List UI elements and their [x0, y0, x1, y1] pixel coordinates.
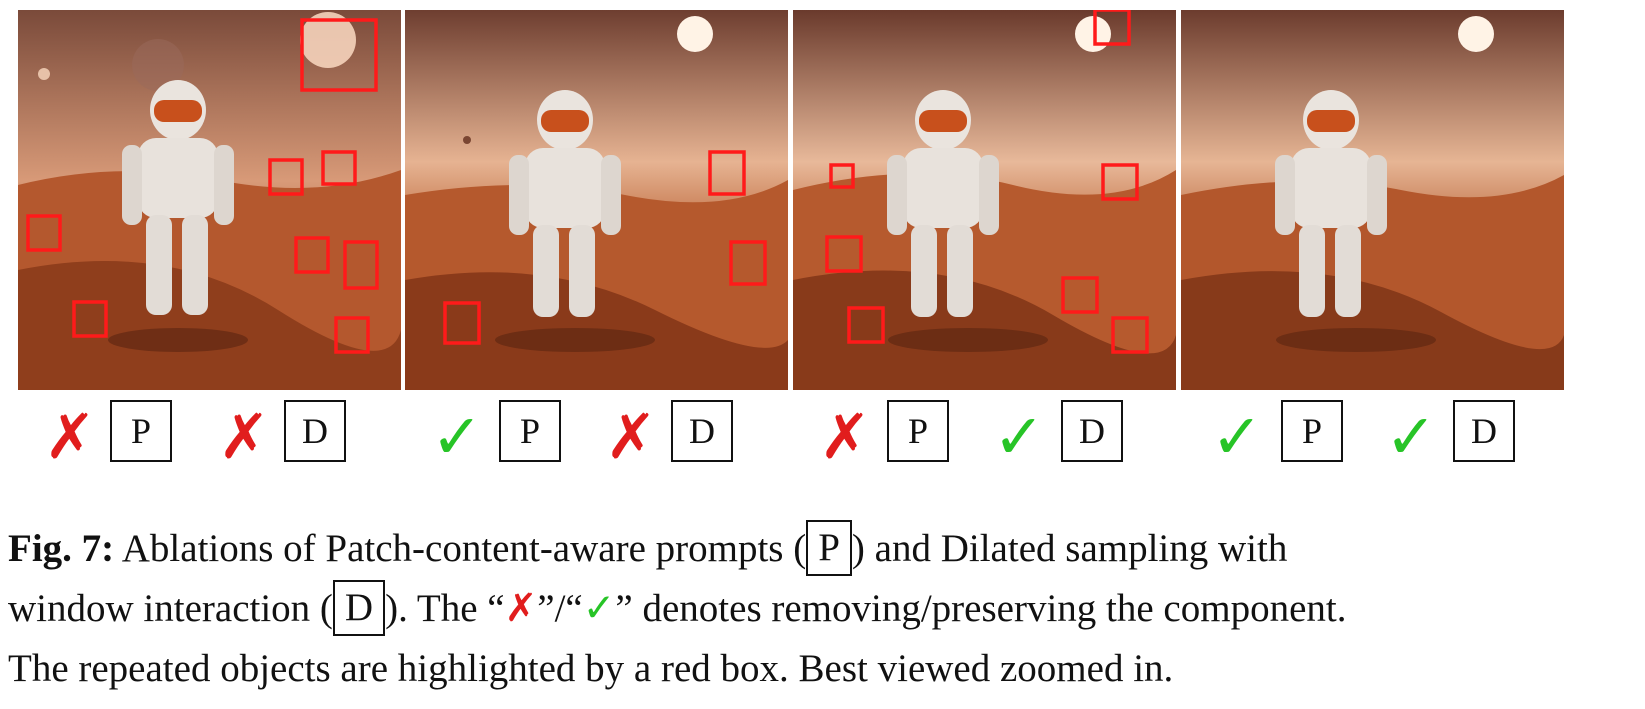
panel-2-ablation-labels: ✓ P ✗ D	[405, 400, 788, 468]
remove-d-mark: ✗	[605, 400, 657, 473]
panel-3-ablation-labels: ✗ P ✓ D	[793, 400, 1176, 468]
caption-line-3: The repeated objects are highlighted by …	[8, 647, 1174, 691]
astronaut-figure	[887, 90, 1048, 352]
remove-p-mark: ✗	[44, 400, 96, 473]
panel-1-ablation-labels: ✗ P ✗ D	[18, 400, 401, 468]
panel-4-ablation-labels: ✓ P ✓ D	[1181, 400, 1564, 468]
figure-caption: Fig. 7: Ablations of Patch-content-aware…	[8, 520, 1638, 698]
d-component-box: D	[1453, 400, 1515, 462]
remove-p-mark: ✗	[819, 400, 871, 473]
astronaut-figure	[1275, 90, 1436, 352]
image-panel-1	[18, 10, 401, 390]
p-component-box: P	[499, 400, 561, 462]
d-component-box: D	[671, 400, 733, 462]
remove-d-mark: ✗	[218, 400, 270, 473]
image-panel-4	[1181, 10, 1564, 390]
figure-label: Fig. 7:	[8, 527, 115, 570]
astronaut-image-2	[405, 10, 788, 390]
astronaut-figure	[108, 80, 248, 352]
inline-d-box: D	[332, 580, 386, 637]
d-component-box: D	[1061, 400, 1123, 462]
d-component-box: D	[284, 400, 346, 462]
inline-p-box: P	[806, 520, 852, 577]
preserve-d-mark: ✓	[1385, 400, 1437, 473]
preserve-p-mark: ✓	[1211, 400, 1263, 473]
p-component-box: P	[110, 400, 172, 462]
inline-cross-icon: ✗	[504, 586, 538, 632]
caption-line-2: window interaction (D). The “✗”/“✓” deno…	[8, 580, 1638, 640]
image-panel-2	[405, 10, 788, 390]
repeated-object-highlights	[825, 10, 1149, 354]
astronaut-figure	[495, 90, 655, 352]
repeated-object-highlights	[26, 18, 379, 354]
astronaut-image-3	[793, 10, 1176, 390]
p-component-box: P	[887, 400, 949, 462]
astronaut-image-4	[1181, 10, 1564, 390]
p-component-box: P	[1281, 400, 1343, 462]
preserve-p-mark: ✓	[431, 400, 483, 473]
inline-check-icon: ✓	[582, 586, 616, 632]
preserve-d-mark: ✓	[993, 400, 1045, 473]
caption-line-1: Fig. 7: Ablations of Patch-content-aware…	[8, 520, 1638, 580]
astronaut-image-1	[18, 10, 401, 390]
image-panel-3	[793, 10, 1176, 390]
repeated-object-highlights	[443, 150, 767, 345]
